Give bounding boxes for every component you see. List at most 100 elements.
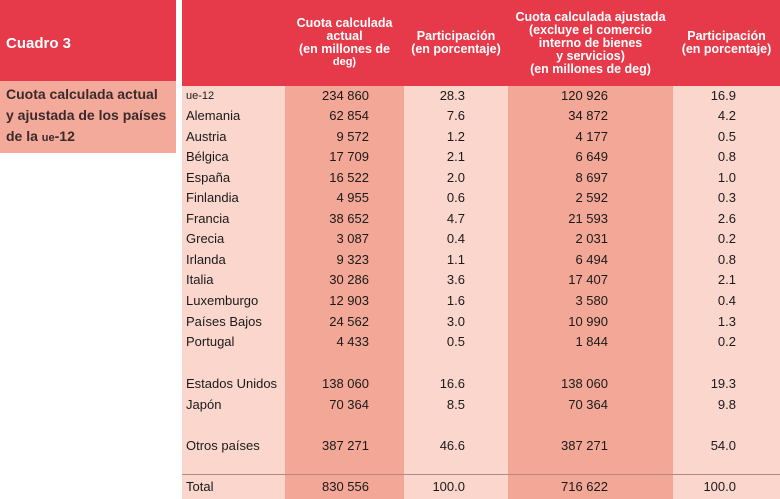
header-share-line1: Participación (416, 29, 496, 43)
total-divider (182, 474, 780, 475)
row-quota: 830 556 (322, 479, 369, 494)
row-adjusted-share: 0.5 (717, 129, 736, 144)
row-name: Países Bajos (186, 314, 262, 329)
row-quota: 30 286 (329, 272, 369, 287)
table-row: España 16 522 2.0 8 697 1.0 (182, 168, 780, 188)
row-name: Portugal (186, 334, 235, 349)
row-quota: 17 709 (329, 149, 369, 164)
table-row: Otros países 387 271 46.6 387 271 54.0 (182, 436, 780, 456)
row-adjusted-quota: 17 407 (568, 272, 608, 287)
header-quota-line3: (en millones de (299, 42, 390, 56)
row-quota: 24 562 (329, 314, 369, 329)
row-adjusted-quota: 21 593 (568, 211, 608, 226)
row-name: Irlanda (186, 252, 226, 267)
row-quota: 3 087 (336, 231, 369, 246)
column-shade-quota (285, 86, 404, 499)
row-share: 2.1 (446, 149, 465, 164)
row-name: Japón (186, 397, 222, 412)
header-adjusted-line1: Cuota calculada ajustada (515, 9, 666, 24)
table-title: Cuota calculada actual y ajustada de los… (0, 81, 176, 153)
table-row: Grecia 3 087 0.4 2 031 0.2 (182, 229, 780, 249)
row-quota: 70 364 (329, 397, 369, 412)
row-name: España (186, 170, 231, 185)
row-adjusted-share: 0.2 (717, 334, 736, 349)
row-name: Bélgica (186, 149, 229, 164)
title-prefix: de la (6, 128, 42, 144)
row-adjusted-quota: 10 990 (568, 314, 608, 329)
header-quota-line1: Cuota calculada (296, 16, 393, 30)
row-adjusted-share: 54.0 (710, 438, 736, 453)
row-adjusted-share: 2.6 (717, 211, 736, 226)
row-share: 1.2 (446, 129, 465, 144)
table-row: ue-12 234 860 28.3 120 926 16.9 (182, 86, 780, 106)
row-adjusted-quota: 1 844 (575, 334, 608, 349)
row-share: 3.6 (446, 272, 465, 287)
row-share: 7.6 (446, 108, 465, 123)
header-adjusted-line3: interno de bienes (538, 35, 643, 50)
row-share: 1.6 (446, 293, 465, 308)
row-name: Italia (186, 272, 214, 287)
header-quota-line2: actual (326, 29, 363, 43)
row-adjusted-quota: 2 031 (575, 231, 608, 246)
row-quota: 16 522 (329, 170, 369, 185)
row-share: 0.5 (446, 334, 465, 349)
row-adjusted-share: 1.3 (717, 314, 736, 329)
row-adjusted-share: 19.3 (710, 376, 736, 391)
table-title-line-1: Cuota calculada actual (6, 86, 158, 102)
header-adjusted-line5: (en millones de deg) (530, 61, 651, 76)
row-adjusted-share: 100.0 (703, 479, 736, 494)
table-row: Francia 38 652 4.7 21 593 2.6 (182, 209, 780, 229)
header-quota-line4: deg) (332, 56, 357, 68)
row-name: Estados Unidos (186, 376, 278, 391)
table-row: Finlandia 4 955 0.6 2 592 0.3 (182, 188, 780, 208)
header-adjusted-share-line1: Participación (687, 29, 766, 43)
row-adjusted-quota: 4 177 (575, 129, 608, 144)
table-row: Bélgica 17 709 2.1 6 649 0.8 (182, 147, 780, 167)
row-quota: 387 271 (322, 438, 369, 453)
header-quota-adjusted: Cuota calculada ajustada (excluye el com… (508, 0, 673, 86)
column-shade-adjusted (508, 86, 673, 499)
header-adjusted-line4: y servicios) (556, 48, 625, 63)
title-ue-abbrev: ue (41, 132, 55, 144)
row-quota: 4 433 (336, 334, 369, 349)
row-name: Total (186, 479, 214, 494)
table-row: Italia 30 286 3.6 17 407 2.1 (182, 270, 780, 290)
table-row: Luxemburgo 12 903 1.6 3 580 0.4 (182, 291, 780, 311)
table-row: Austria 9 572 1.2 4 177 0.5 (182, 127, 780, 147)
row-name: Otros países (186, 438, 260, 453)
header-share: Participación (en porcentaje) (404, 0, 508, 86)
row-adjusted-quota: 6 649 (575, 149, 608, 164)
row-adjusted-quota: 3 580 (575, 293, 608, 308)
row-share: 3.0 (446, 314, 465, 329)
row-adjusted-quota: 34 872 (568, 108, 608, 123)
row-share: 46.6 (439, 438, 465, 453)
row-quota: 38 652 (329, 211, 369, 226)
row-share: 0.6 (446, 190, 465, 205)
row-adjusted-share: 16.9 (710, 88, 736, 103)
row-adjusted-share: 2.1 (717, 272, 736, 287)
table-row: Japón 70 364 8.5 70 364 9.8 (182, 395, 780, 415)
row-name: Alemania (186, 108, 241, 123)
table-title-line-2: y ajustada de los países (6, 107, 167, 123)
row-adjusted-quota: 8 697 (575, 170, 608, 185)
row-adjusted-quota: 70 364 (568, 397, 608, 412)
row-quota: 4 955 (336, 190, 369, 205)
row-name: Luxemburgo (186, 293, 259, 308)
row-quota: 9 572 (336, 129, 369, 144)
row-adjusted-share: 1.0 (717, 170, 736, 185)
row-name: Grecia (186, 231, 225, 246)
row-adjusted-share: 4.2 (717, 108, 736, 123)
row-share: 2.0 (446, 170, 465, 185)
table-row: Irlanda 9 323 1.1 6 494 0.8 (182, 250, 780, 270)
table-label-text: Cuadro 3 (6, 34, 72, 52)
row-share: 8.5 (446, 397, 465, 412)
row-name: Finlandia (186, 190, 239, 205)
table-row: Alemania 62 854 7.6 34 872 4.2 (182, 106, 780, 126)
row-adjusted-share: 0.8 (717, 149, 736, 164)
row-adjusted-share: 0.2 (717, 231, 736, 246)
row-share: 100.0 (432, 479, 465, 494)
table-row: Estados Unidos 138 060 16.6 138 060 19.3 (182, 374, 780, 394)
table-title-line-3: de la ue-12 (6, 126, 170, 149)
row-share: 1.1 (446, 252, 465, 267)
row-share: 4.7 (446, 211, 465, 226)
